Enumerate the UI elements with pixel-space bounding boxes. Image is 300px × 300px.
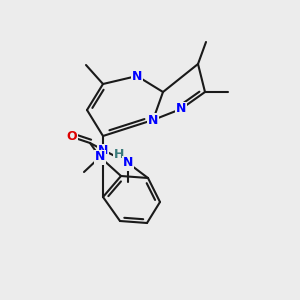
- Text: N: N: [176, 103, 186, 116]
- Text: N: N: [95, 151, 105, 164]
- Text: N: N: [123, 157, 133, 169]
- Text: O: O: [67, 130, 77, 143]
- Text: N: N: [148, 113, 158, 127]
- Text: N: N: [132, 70, 142, 83]
- Text: N: N: [98, 145, 108, 158]
- Text: H: H: [114, 148, 124, 160]
